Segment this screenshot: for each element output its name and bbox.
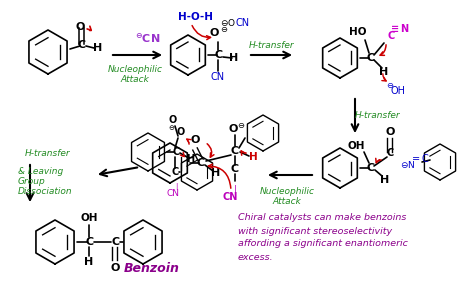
Text: OH: OH [80,213,98,223]
Text: $\mathregular{\ominus}$: $\mathregular{\ominus}$ [237,121,245,130]
Text: CN: CN [236,18,250,28]
Text: C: C [172,167,179,177]
Text: H: H [380,175,390,185]
Text: H-transfer: H-transfer [355,112,401,121]
Text: O: O [385,127,395,137]
Text: C: C [86,237,94,247]
Text: excess.: excess. [238,253,273,262]
Text: Group: Group [18,178,46,187]
Text: Dissociation: Dissociation [18,187,73,196]
Text: $\mathregular{\ominus}$: $\mathregular{\ominus}$ [386,81,394,90]
Text: $\mathregular{\ominus}$: $\mathregular{\ominus}$ [168,123,176,132]
Text: C: C [231,146,239,156]
Text: with significant stereoselectivity: with significant stereoselectivity [238,226,392,235]
Text: O: O [169,115,177,125]
Text: C: C [386,148,393,158]
Text: H: H [229,53,238,63]
Text: O: O [177,127,185,137]
Text: $\mathregular{\equiv}$N: $\mathregular{\equiv}$N [389,22,410,34]
Text: Benzoin: Benzoin [124,262,180,275]
Text: C: C [197,158,205,168]
Text: Attack: Attack [120,76,149,85]
Text: $\mathregular{|}$: $\mathregular{|}$ [233,182,237,196]
Text: C: C [367,163,375,173]
Text: H: H [93,43,103,53]
Text: Nucleophilic: Nucleophilic [259,187,315,196]
Text: C: C [215,50,223,60]
Text: $\mathregular{\ominus}$O: $\mathregular{\ominus}$O [220,17,236,28]
Text: C: C [112,237,120,247]
Text: $\mathregular{=}$C: $\mathregular{=}$C [410,152,430,164]
Text: OH: OH [391,86,405,96]
Text: Chiral catalysts can make benzoins: Chiral catalysts can make benzoins [238,214,406,223]
Text: C: C [173,147,180,157]
Text: Nucleophilic: Nucleophilic [108,65,163,74]
Text: H: H [379,67,389,77]
Text: affording a significant enantiomeric: affording a significant enantiomeric [238,239,408,248]
Text: $\mathregular{\ominus}$: $\mathregular{\ominus}$ [220,24,228,33]
Text: CN: CN [211,72,225,82]
Text: H: H [211,168,220,178]
Text: C: C [367,53,375,63]
Text: OH: OH [347,141,365,151]
Text: CN: CN [166,189,180,198]
Text: C: C [387,31,395,41]
Text: Attack: Attack [273,198,301,207]
Text: CN: CN [222,192,237,202]
Text: H-transfer: H-transfer [25,148,71,157]
Text: O: O [191,135,200,145]
Text: H: H [249,152,257,162]
Text: O: O [75,22,85,32]
Text: $\mathregular{|}$: $\mathregular{|}$ [175,180,179,191]
Text: & Leaving: & Leaving [18,167,63,176]
Text: H: H [186,154,194,164]
Text: H-transfer: H-transfer [249,42,295,51]
Text: O: O [110,263,120,273]
Text: C: C [78,40,86,50]
Text: H: H [84,257,94,267]
Text: O: O [210,28,219,38]
Text: HO: HO [349,27,367,37]
Text: $\mathregular{^{\ominus}}$CN: $\mathregular{^{\ominus}}$CN [135,31,161,45]
Text: H-O-H: H-O-H [179,12,213,22]
Text: O: O [228,124,237,134]
Text: C: C [231,164,239,174]
Text: $\mathregular{\ominus}$N: $\mathregular{\ominus}$N [401,158,416,169]
